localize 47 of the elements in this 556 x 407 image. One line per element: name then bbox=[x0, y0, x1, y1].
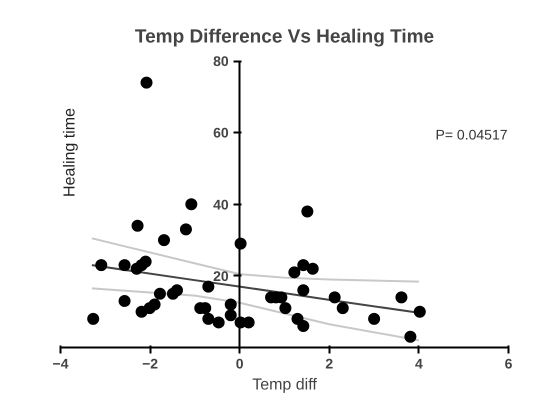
point bbox=[202, 312, 214, 325]
point bbox=[95, 259, 108, 272]
point bbox=[132, 220, 144, 232]
x-tick-label: 4 bbox=[415, 356, 424, 372]
x-tick-label: 2 bbox=[325, 356, 334, 372]
point bbox=[224, 309, 237, 322]
point bbox=[202, 280, 214, 293]
y-tick-label: 40 bbox=[213, 196, 229, 212]
point bbox=[301, 205, 314, 218]
point bbox=[414, 306, 426, 318]
chart-title: Temp Difference Vs Healing Time bbox=[134, 26, 434, 48]
point bbox=[118, 294, 131, 307]
point bbox=[404, 330, 416, 343]
point bbox=[297, 284, 310, 296]
line-series bbox=[90, 237, 420, 283]
x-tick-label: −4 bbox=[52, 356, 69, 372]
point bbox=[328, 291, 341, 304]
point bbox=[118, 259, 131, 272]
x-tick-label: 6 bbox=[504, 356, 513, 372]
x-axis-title: Temp diff bbox=[252, 376, 318, 394]
line-series bbox=[90, 287, 420, 342]
point bbox=[180, 223, 192, 236]
point bbox=[368, 312, 380, 325]
y-tick-label: 20 bbox=[213, 268, 229, 284]
point bbox=[395, 291, 408, 304]
y-tick-label: 80 bbox=[213, 53, 229, 70]
point bbox=[154, 288, 166, 300]
point bbox=[212, 316, 225, 328]
point bbox=[279, 302, 292, 314]
y-tick-label: 60 bbox=[213, 124, 229, 141]
point bbox=[185, 198, 198, 210]
y-axis-title: Healing time bbox=[62, 108, 78, 197]
point bbox=[297, 320, 310, 332]
point bbox=[140, 76, 153, 89]
point bbox=[297, 259, 310, 272]
point bbox=[148, 298, 161, 311]
point bbox=[87, 312, 100, 325]
point bbox=[288, 266, 300, 278]
x-tick-label: 0 bbox=[236, 356, 244, 372]
annotation: P= 0.04517 bbox=[436, 126, 508, 142]
point bbox=[140, 256, 152, 268]
point bbox=[158, 234, 170, 246]
point bbox=[336, 302, 349, 314]
point bbox=[224, 298, 237, 311]
x-tick-label: −2 bbox=[142, 356, 158, 372]
point bbox=[306, 262, 319, 275]
point bbox=[170, 284, 183, 296]
